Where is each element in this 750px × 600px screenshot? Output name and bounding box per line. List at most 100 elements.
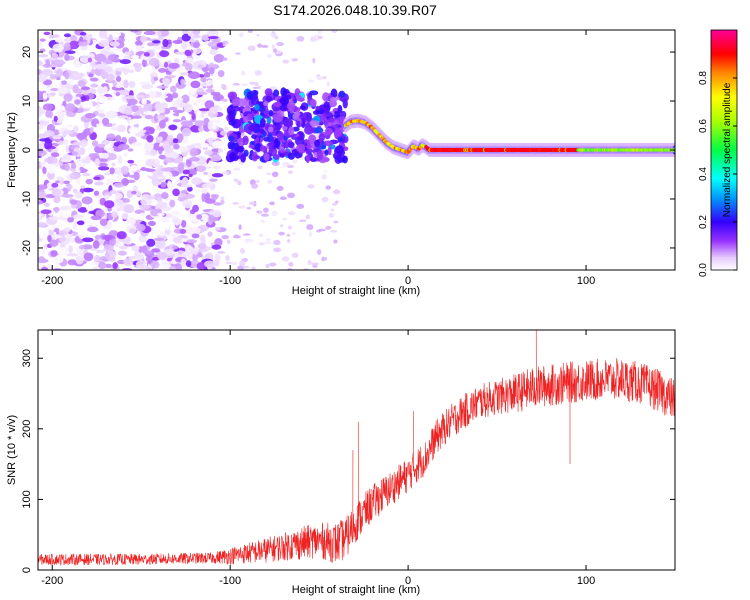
spectrogram-cell [188, 71, 200, 79]
spectrogram-cell [242, 135, 249, 146]
spectrogram-cell [78, 245, 85, 250]
spectrogram-cell [111, 123, 117, 127]
spectrogram-cell [90, 215, 102, 221]
spectrogram-cell [76, 88, 83, 95]
spectrogram-cell [50, 250, 58, 257]
snr-y-tick-label: 0 [21, 567, 33, 573]
spectrogram-cell [38, 192, 47, 198]
spectrogram-cell [205, 88, 215, 93]
spectrogram-cell [74, 191, 83, 199]
spectrogram-cell [251, 134, 258, 139]
spectrogram-cell [273, 48, 278, 53]
spectrogram-cell [74, 158, 83, 167]
spectrogram-cell [94, 181, 104, 186]
spectrogram-cell [258, 242, 265, 246]
spectrogram-cell [44, 163, 57, 170]
spectrogram-cell [296, 143, 306, 153]
spectrogram-cell [166, 134, 174, 143]
spectrogram-cell [294, 111, 301, 117]
snr-x-tick-label: 0 [405, 575, 411, 587]
spectrogram-cell [191, 233, 200, 239]
spectrogram-cell [64, 103, 76, 112]
spectrogram-cell [314, 139, 320, 148]
spectrogram-cell [207, 35, 219, 40]
spectrogram-cell [67, 185, 73, 190]
spectrogram-cell [156, 114, 166, 120]
spectrogram-cell [208, 137, 213, 147]
spectrogram-cell [147, 220, 156, 226]
spectrogram-cell [198, 126, 204, 133]
snr-plot-area [38, 330, 675, 570]
spectrogram-cell [291, 252, 299, 258]
spectrogram-cell [328, 212, 334, 219]
spectrogram-cell [238, 224, 242, 230]
spectrogram-cell [279, 196, 287, 201]
spectrogram-cell [40, 209, 52, 215]
spectrogram-cell [93, 190, 100, 196]
spectrogram-cell [231, 98, 241, 107]
spectrogram-cell [42, 166, 47, 175]
spectrogram-cell [162, 38, 169, 48]
spectrogram-cell [182, 169, 190, 175]
spectrogram-cell [147, 172, 153, 177]
spectrogram-cell [115, 67, 127, 72]
spectrogram-cell [296, 120, 301, 129]
spectrogram-cell [46, 156, 58, 164]
spectrogram-cell [45, 109, 53, 118]
spectrogram-cell [105, 110, 118, 119]
spectrogram-cell [123, 152, 128, 157]
spectrogram-cell [222, 40, 229, 45]
spectrogram-cell [337, 136, 344, 142]
spectrogram-cell [139, 212, 146, 217]
spectrogram-cell [50, 88, 60, 92]
spectrogram-cell [317, 36, 323, 39]
spectrogram-cell [63, 42, 71, 52]
spectrogram-cell [235, 145, 245, 153]
spectrogram-cell [106, 178, 116, 182]
spectrogram-cell [124, 51, 132, 56]
spectrogram-cell [131, 115, 143, 119]
spectrogram-cell [202, 93, 210, 100]
spectrogram-cell [114, 32, 120, 38]
spectrogram-cell [72, 214, 85, 219]
spectrogram-cell [127, 159, 135, 164]
spectrogram-cell [287, 141, 295, 149]
spectrogram-cell [107, 256, 116, 262]
spectrogram-cell [38, 54, 49, 58]
spectrogram-cells [38, 30, 675, 270]
spectrogram-cell [166, 171, 173, 181]
spectrogram-cell [222, 57, 228, 61]
spectrogram-cell [109, 41, 120, 47]
spectrogram-cell [254, 81, 259, 87]
spectrogram-cell [177, 97, 184, 102]
spectrogram-cell [273, 239, 281, 246]
spectrogram-cell [146, 42, 156, 47]
spectrogram-cell [154, 240, 166, 250]
spectrogram-cell [220, 196, 225, 200]
spectrogram-cell [211, 194, 219, 201]
spectrogram-cell [195, 91, 208, 95]
spectrogram-cell [196, 110, 202, 119]
spectrogram-cell [201, 193, 206, 202]
spectrogram-cell [251, 266, 256, 270]
spectrogram-cell [94, 63, 107, 70]
spectrogram-cell [84, 112, 96, 119]
spectrogram-cell [85, 203, 93, 212]
spectrogram-cell [180, 184, 193, 188]
spectrogram-cell [217, 148, 224, 154]
spectrogram-cell [117, 155, 123, 164]
snr-panel: -200 -100 0 100 0 100 200 300 Height of straig… [6, 329, 676, 596]
spectrogram-cell [63, 180, 70, 185]
spectrogram-cell [287, 170, 294, 174]
spectrogram-cell [96, 123, 101, 128]
spectrogram-cell [316, 151, 324, 161]
spectrogram-cell [167, 180, 172, 189]
spectrogram-cell [188, 173, 193, 178]
snr-y-tick-label: 100 [21, 490, 33, 508]
spectrogram-cell [95, 209, 106, 218]
spectrogram-cell [114, 192, 123, 200]
spectrogram-cell [263, 241, 272, 245]
spectrogram-cell [181, 40, 188, 50]
spectrogram-cell [128, 126, 140, 134]
spectrogram-cell [294, 136, 305, 146]
